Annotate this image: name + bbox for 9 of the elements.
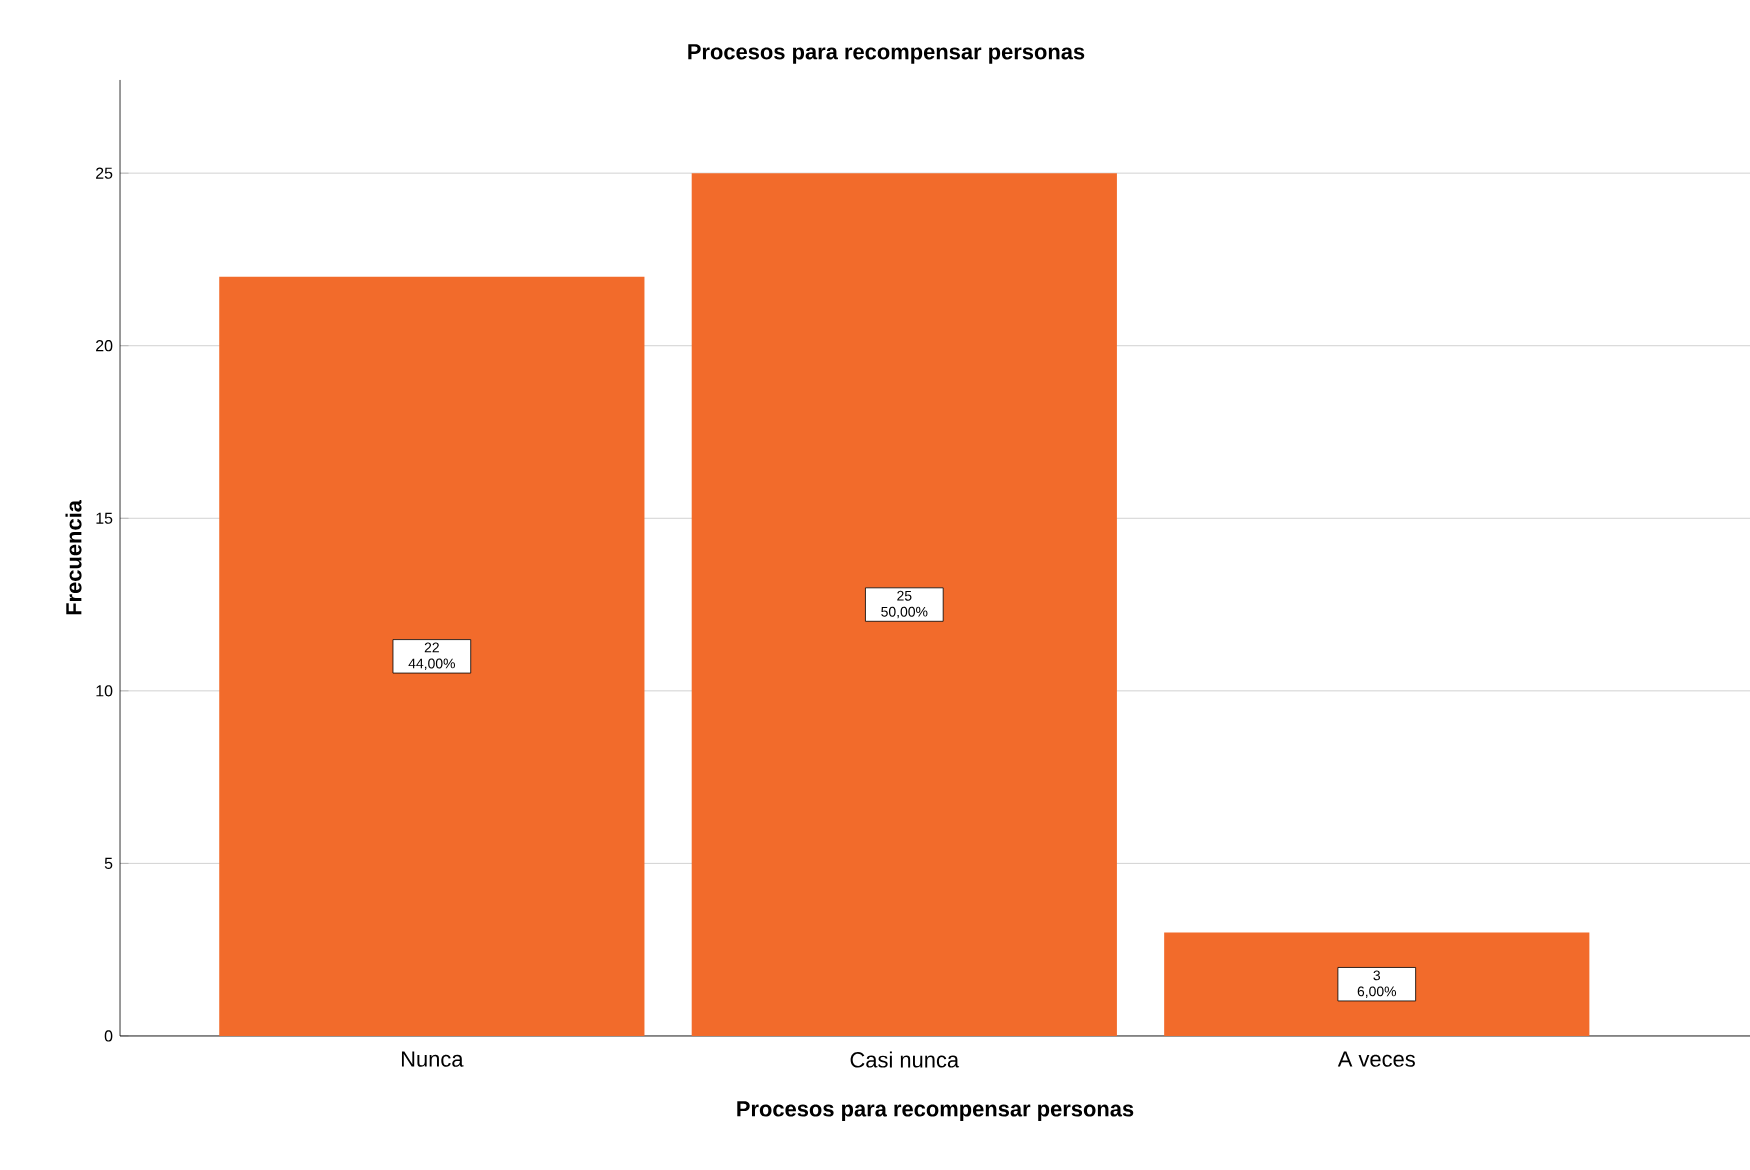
bar <box>1164 932 1590 1036</box>
y-axis-title: Frecuencia <box>65 499 82 615</box>
bar <box>691 173 1117 1036</box>
bar <box>219 276 645 1036</box>
x-tick-label: Nunca <box>401 1051 464 1067</box>
x-tick-label: Casi nunca <box>850 1051 960 1068</box>
chart-title: Procesos para recompensar personas <box>688 44 1085 64</box>
x-tick-label: A veces <box>1337 1051 1415 1067</box>
x-axis-title: Procesos para recompensar personas <box>737 1101 1134 1121</box>
